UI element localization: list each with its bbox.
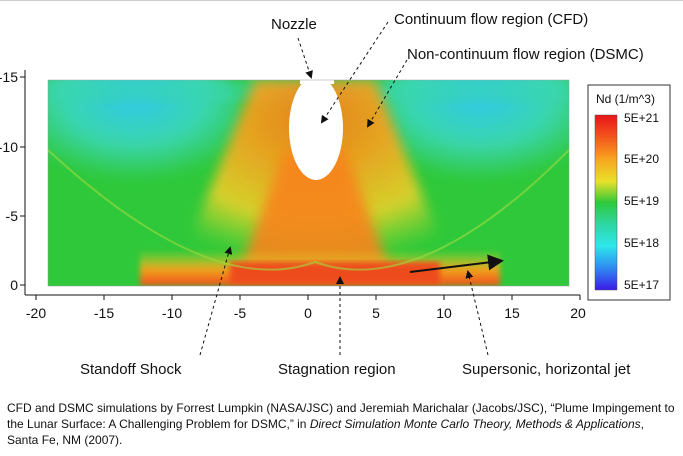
colorbar-tick: 5E+20	[624, 152, 659, 166]
colorbar-title: Nd (1/m^3)	[596, 92, 655, 106]
caption-text-end: , Santa Fe, NM (2007).	[7, 417, 644, 447]
jet-label: Supersonic, horizontal jet	[462, 361, 631, 378]
x-tick: -5	[234, 305, 247, 321]
y-tick: -5	[6, 208, 19, 224]
caption-text: CFD and DSMC simulations by Forrest Lump…	[7, 401, 675, 431]
x-tick: 15	[504, 305, 520, 321]
colorbar: Nd (1/m^3) 5E+21 5E+20 5E+19 5E+18 5E+17	[587, 84, 671, 301]
caption-italic-title: Direct Simulation Monte Carlo Theory, Me…	[309, 417, 641, 431]
y-tick: 0	[10, 277, 18, 293]
nozzle-shape	[289, 80, 343, 180]
noncontinuum-label: Non-continuum flow region (DSMC)	[407, 46, 644, 63]
y-tick-labels: -15 -10 -5 0	[0, 69, 18, 293]
x-tick: -10	[162, 305, 182, 321]
y-tick: -15	[0, 69, 18, 85]
x-tick: 20	[570, 305, 586, 321]
x-tick: 10	[436, 305, 452, 321]
colorbar-tick: 5E+18	[624, 236, 659, 250]
x-tick: -20	[26, 305, 46, 321]
axes	[20, 70, 581, 300]
standoff-shock-label: Standoff Shock	[80, 361, 182, 378]
colorbar-tick: 5E+21	[624, 111, 659, 125]
y-tick: -10	[0, 139, 18, 155]
density-field	[48, 80, 569, 286]
citation-caption: CFD and DSMC simulations by Forrest Lump…	[7, 400, 677, 448]
colorbar-tick: 5E+17	[624, 278, 659, 292]
x-tick-labels: -20 -15 -10 -5 0 5 10 15 20	[26, 305, 586, 321]
jet-arrow	[409, 254, 504, 273]
x-tick: 0	[304, 305, 312, 321]
top-border	[0, 0, 683, 1]
x-tick: -15	[94, 305, 114, 321]
x-tick: 5	[372, 305, 380, 321]
colorbar-tick: 5E+19	[624, 194, 659, 208]
stagnation-label: Stagnation region	[278, 361, 396, 378]
annotation-pointers	[199, 21, 489, 356]
nozzle-label: Nozzle	[271, 16, 317, 33]
continuum-label: Continuum flow region (CFD)	[394, 11, 589, 28]
